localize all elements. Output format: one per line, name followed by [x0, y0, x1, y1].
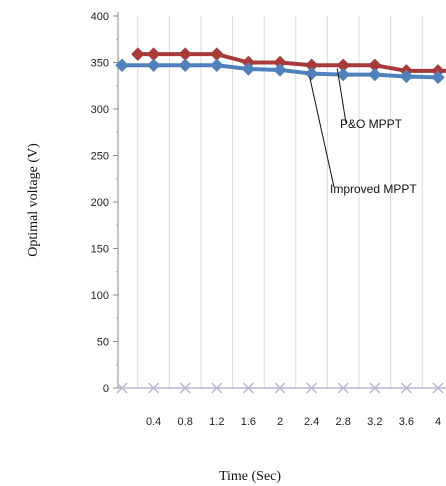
series-layer	[115, 47, 446, 394]
data-point	[146, 58, 161, 72]
data-point	[116, 382, 128, 394]
y-tick-label: 200	[91, 197, 109, 209]
y-tick-label: 300	[91, 104, 109, 116]
x-tick-label: 0.8	[178, 416, 193, 428]
y-tick-label: 400	[91, 11, 109, 23]
series-2	[115, 58, 445, 85]
x-tick-label: 1.6	[241, 416, 256, 428]
x-tick-label: 3.2	[367, 416, 382, 428]
y-tick-label: 100	[91, 290, 109, 302]
data-point	[337, 382, 349, 394]
x-tick-label: 2.8	[336, 416, 351, 428]
y-tick-label: 150	[91, 244, 109, 256]
data-point	[399, 69, 414, 84]
y-axis-label: Optimal voltage (V)	[26, 143, 41, 257]
data-point	[242, 382, 254, 394]
x-tick-label: 3.6	[399, 416, 414, 428]
annotation-po-mppt: P&O MPPT	[340, 117, 403, 131]
data-point	[400, 382, 412, 394]
data-point	[131, 47, 145, 61]
data-point	[115, 58, 129, 72]
x-tick-label: 1.2	[209, 416, 224, 428]
data-point	[211, 382, 223, 394]
data-point	[274, 382, 286, 394]
grid	[137, 16, 423, 388]
data-point	[210, 47, 224, 61]
data-point	[432, 382, 444, 394]
series-3	[116, 382, 446, 394]
data-point	[369, 382, 381, 394]
x-tick-label: 0.4	[146, 416, 161, 428]
data-point	[179, 382, 191, 394]
x-axis-label: Time (Sec)	[219, 469, 281, 484]
callout-line-po	[336, 68, 347, 124]
data-point	[241, 62, 256, 76]
annotation-improved-mppt: Improved MPPT	[330, 182, 417, 196]
data-point	[431, 70, 445, 85]
data-point	[273, 63, 287, 77]
data-point	[178, 47, 192, 61]
y-tick-label: 0	[103, 383, 109, 395]
x-tick-label: 4	[435, 416, 441, 428]
y-tick-label: 350	[91, 58, 109, 70]
y-tick-label: 250	[91, 151, 109, 163]
data-point	[368, 67, 382, 82]
data-point	[210, 58, 224, 72]
x-tick-label: 2.4	[304, 416, 319, 428]
callout-line-improved	[309, 76, 335, 188]
data-point	[148, 382, 160, 394]
data-point	[336, 67, 350, 82]
axes: 0 50 100 150 200 250 300 350 400 0.4 0.8 1.2 1.6 2 2.4…	[91, 11, 446, 428]
data-point	[304, 66, 319, 81]
data-point	[146, 47, 161, 61]
data-point	[178, 58, 192, 72]
y-tick-label: 50	[97, 337, 109, 349]
annotations: P&O MPPT Improved MPPT	[309, 68, 417, 196]
x-tick-label: 2	[277, 416, 283, 428]
data-point	[306, 382, 318, 394]
